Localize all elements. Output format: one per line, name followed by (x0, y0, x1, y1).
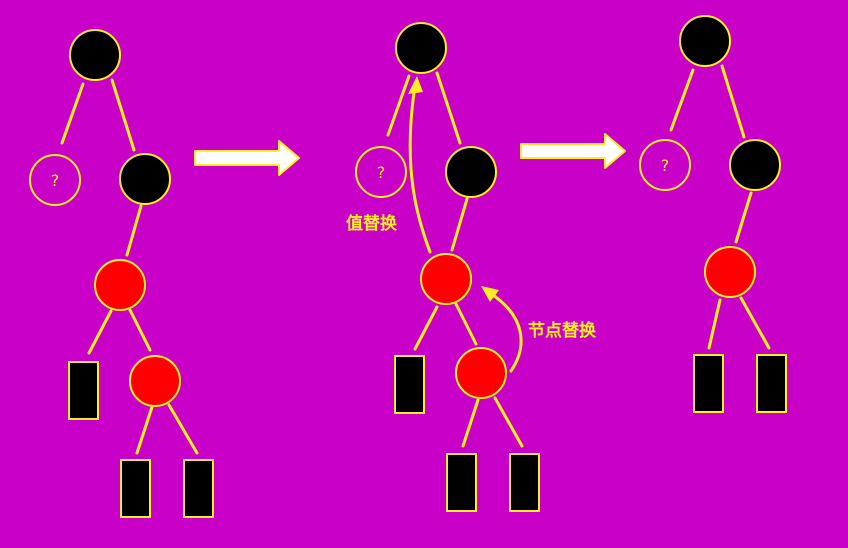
tree-edges (669, 64, 771, 350)
black-node-root (679, 15, 731, 67)
black-node-root (69, 29, 121, 81)
unknown-node-label: ? (661, 156, 670, 175)
unknown-node-label: ? (377, 163, 386, 182)
edge (734, 191, 753, 244)
value-replace-arrowhead-icon (408, 76, 423, 94)
node-replace-label: 节点替换 (528, 320, 597, 341)
tree-panel-after: ? (639, 15, 787, 413)
edge (450, 197, 469, 252)
value-replace-label: 值替换 (346, 213, 398, 234)
leaf-nil-node (756, 354, 787, 413)
value-replace-arrow (408, 84, 432, 254)
unknown-node (29, 154, 81, 206)
leaf-nil-node (183, 459, 214, 518)
edge (669, 68, 695, 132)
edge (493, 396, 524, 448)
unknown-node (355, 146, 407, 198)
black-node-root (395, 22, 447, 74)
edge (461, 398, 480, 448)
edge (60, 82, 85, 145)
edge (135, 405, 154, 455)
edge (167, 403, 199, 455)
node-replace-arrow (488, 291, 523, 373)
edge (128, 308, 152, 352)
edge (707, 298, 722, 350)
edge (110, 78, 136, 152)
tree-panel-before: ? (29, 29, 214, 518)
transition-arrow-2 (520, 133, 626, 169)
leaf-nil-node (693, 354, 724, 413)
unknown-node-label: ? (51, 171, 60, 190)
edge (413, 305, 439, 351)
leaf-nil-node (394, 355, 425, 414)
edge (386, 74, 411, 137)
red-node-child (129, 355, 181, 407)
edge (435, 71, 462, 145)
black-node-right-child (119, 153, 171, 205)
edge (454, 302, 478, 346)
transition-arrow-1 (194, 140, 300, 176)
black-node-right-child (445, 146, 497, 198)
unknown-node (639, 139, 691, 191)
edge (739, 296, 771, 350)
tree-edges (60, 78, 199, 455)
red-node (94, 259, 146, 311)
red-node-child (455, 347, 507, 399)
red-node (704, 246, 756, 298)
red-node (420, 253, 472, 305)
node-replace-arrowhead-icon (481, 286, 499, 302)
leaf-nil-node (509, 453, 540, 512)
leaf-nil-node (446, 453, 477, 512)
edge (125, 204, 143, 257)
edge (87, 309, 113, 355)
tree-panel-during: ? 值替换 节点替换 (346, 22, 597, 512)
black-node-right-child (729, 139, 781, 191)
edge (720, 64, 746, 139)
leaf-nil-node (120, 459, 151, 518)
leaf-nil-node (68, 361, 99, 420)
tree-edges (386, 71, 524, 448)
